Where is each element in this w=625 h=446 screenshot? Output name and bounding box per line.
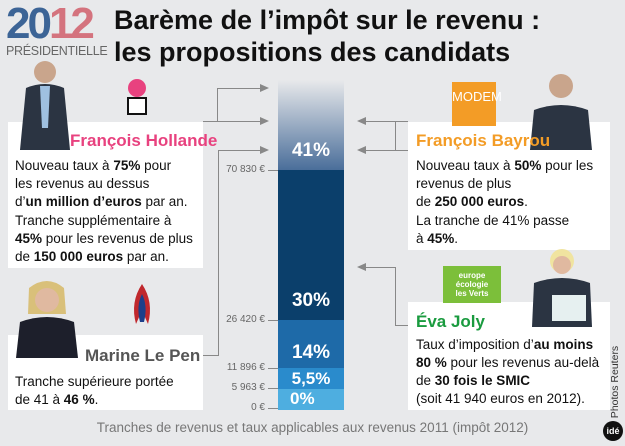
flame-logo-icon — [134, 284, 150, 324]
threshold-label: 5 963 € — [231, 382, 265, 393]
rate-label: 5,5% — [291, 369, 331, 388]
logo-subtitle: PRÉSIDENTIELLE — [6, 44, 108, 58]
rate-label: 30% — [291, 290, 331, 311]
bayrou-proposal-1: Nouveau taux à 50% pour les revenus de pl… — [416, 158, 594, 209]
threshold-label: 26 420 € — [226, 314, 265, 325]
rose-fist-logo-icon — [127, 79, 147, 115]
bracket-30 — [278, 170, 344, 320]
bracket-5-5 — [278, 368, 344, 389]
candidate-name: Marine Le Pen — [85, 346, 201, 365]
ide-logo: idé — [603, 421, 623, 441]
caption: Tranches de revenus et taux applicables … — [96, 420, 529, 435]
rate-label: 14% — [291, 342, 331, 363]
logo-2012: 2012 — [6, 0, 95, 48]
eelv-logo: europe écologie les Verts — [443, 266, 501, 303]
rate-label: 0% — [290, 389, 315, 408]
hollande-proposal-1: Nouveau taux à 75% pour les revenus au de… — [15, 158, 188, 209]
hollande-photo — [20, 61, 70, 150]
lepen-photo — [16, 281, 78, 358]
threshold-label: 70 830 € — [226, 164, 265, 175]
threshold-label: 0 € — [251, 402, 265, 413]
rate-label: 41% — [291, 140, 331, 161]
joly-proposal: Taux d’imposition d’au moins 80 % pour le… — [416, 337, 600, 406]
bayrou-photo — [530, 74, 592, 150]
threshold-label: 11 896 € — [226, 362, 265, 373]
candidate-name: Éva Joly — [416, 312, 485, 331]
candidate-name: François Bayrou — [416, 131, 551, 150]
bracket-14 — [278, 320, 344, 368]
joly-photo — [532, 249, 592, 327]
candidate-name: François Hollande — [70, 131, 218, 150]
bayrou-proposal-2: La tranche de 41% passe à 45%. — [416, 213, 570, 246]
bracket-0 — [278, 389, 344, 410]
hollande-proposal-2: Tranche supplémentaire à 45% pour les rev… — [15, 213, 193, 264]
bracket-41 — [278, 80, 344, 170]
modem-logo: MODEM — [452, 82, 502, 126]
lepen-proposal: Tranche supérieure portée de 41 à 46 %. — [15, 374, 174, 407]
page-title: Barème de l’impôt sur le revenu : les pro… — [114, 5, 541, 67]
